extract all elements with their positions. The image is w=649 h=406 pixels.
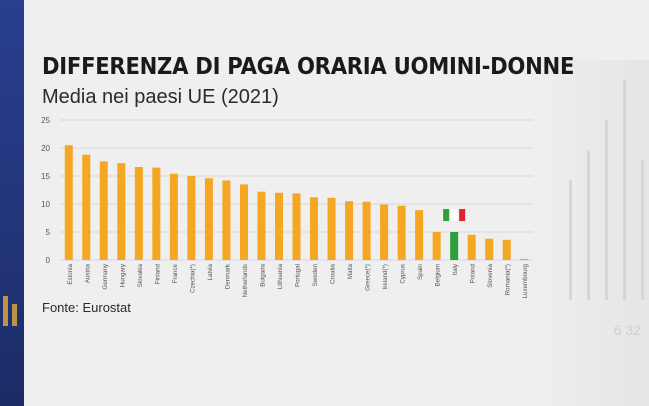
bar bbox=[274, 192, 283, 260]
bar bbox=[310, 197, 319, 260]
x-tick-label: Spain bbox=[417, 263, 424, 279]
x-tick-label: Greece(*) bbox=[365, 264, 372, 291]
y-tick-label: 20 bbox=[41, 144, 50, 153]
x-tick-label: Poland bbox=[470, 263, 477, 283]
x-tick-label: Ireland(*) bbox=[382, 264, 389, 289]
x-tick-label: Lithuania bbox=[277, 263, 284, 289]
x-tick-label: Netherlands bbox=[242, 264, 249, 297]
x-tick-label: Cyprus bbox=[400, 264, 407, 284]
bar bbox=[292, 193, 301, 260]
chart-title: DIFFERENZA DI PAGA ORARIA UOMINI-DONNE bbox=[42, 54, 575, 80]
decorative-bar bbox=[3, 296, 8, 326]
bar bbox=[64, 145, 73, 260]
bar bbox=[169, 173, 178, 260]
x-tick-label: Finland bbox=[154, 263, 161, 284]
bar bbox=[415, 210, 424, 260]
bar bbox=[397, 205, 406, 260]
y-tick-label: 15 bbox=[41, 172, 50, 181]
bar bbox=[82, 154, 91, 260]
bar bbox=[380, 204, 389, 260]
x-tick-label: Estonia bbox=[67, 263, 74, 284]
bar bbox=[222, 180, 231, 260]
x-tick-label: France bbox=[172, 263, 179, 283]
x-tick-label: Sweden bbox=[312, 263, 319, 286]
decorative-line bbox=[569, 180, 572, 300]
flag-red-stripe bbox=[459, 209, 466, 222]
left-decorative-strip bbox=[0, 0, 24, 406]
decorative-bar bbox=[12, 304, 17, 326]
decorative-line bbox=[641, 160, 644, 300]
bar bbox=[327, 197, 336, 260]
y-tick-label: 25 bbox=[41, 116, 50, 125]
x-tick-label: Czechia(*) bbox=[189, 264, 196, 293]
x-tick-label: Slovakia bbox=[137, 263, 144, 287]
bar bbox=[345, 201, 354, 260]
bar bbox=[134, 167, 143, 260]
x-tick-label: Belgium bbox=[435, 264, 442, 286]
bar bbox=[485, 238, 494, 260]
x-tick-label: Austria bbox=[84, 263, 91, 283]
x-tick-label: Luxembourg bbox=[522, 263, 529, 298]
x-tick-label: Malta bbox=[347, 263, 354, 279]
bar bbox=[152, 167, 161, 260]
y-tick-label: 5 bbox=[46, 228, 51, 237]
bar bbox=[204, 178, 213, 260]
x-tick-label: Denmark bbox=[224, 263, 231, 289]
bar bbox=[432, 232, 441, 260]
bar-italy bbox=[450, 232, 459, 260]
bar bbox=[467, 234, 476, 260]
x-tick-label: Latvia bbox=[207, 263, 214, 280]
decorative-line bbox=[605, 120, 608, 300]
y-tick-label: 0 bbox=[46, 256, 51, 265]
flag-white-stripe bbox=[451, 209, 458, 222]
x-tick-label: Romania(*) bbox=[505, 264, 512, 295]
bar bbox=[99, 161, 108, 260]
flag-green-stripe bbox=[443, 209, 450, 222]
bar bbox=[362, 201, 371, 260]
bar bbox=[187, 176, 196, 260]
decorative-number: 6 32 bbox=[613, 322, 641, 338]
source-note: Fonte: Eurostat bbox=[42, 300, 131, 315]
x-tick-label: Slovenia bbox=[487, 263, 494, 287]
decorative-line bbox=[587, 150, 590, 300]
right-decorative-background: 6 32 bbox=[529, 60, 649, 406]
x-tick-label: Croatia bbox=[330, 263, 337, 284]
decorative-line bbox=[623, 80, 626, 300]
bar bbox=[257, 191, 266, 260]
bar bbox=[520, 258, 529, 260]
bar bbox=[117, 163, 126, 260]
x-tick-label: Portugal bbox=[295, 264, 302, 287]
chart-subtitle: Media nei paesi UE (2021) bbox=[42, 86, 279, 108]
x-tick-label: Bulgaria bbox=[259, 263, 266, 286]
x-tick-label: Germany bbox=[102, 263, 109, 289]
bar bbox=[502, 239, 511, 260]
x-tick-label: Hungary bbox=[119, 263, 126, 287]
x-tick-label: Italy bbox=[452, 263, 459, 275]
y-tick-label: 10 bbox=[41, 200, 50, 209]
bar bbox=[239, 184, 248, 260]
